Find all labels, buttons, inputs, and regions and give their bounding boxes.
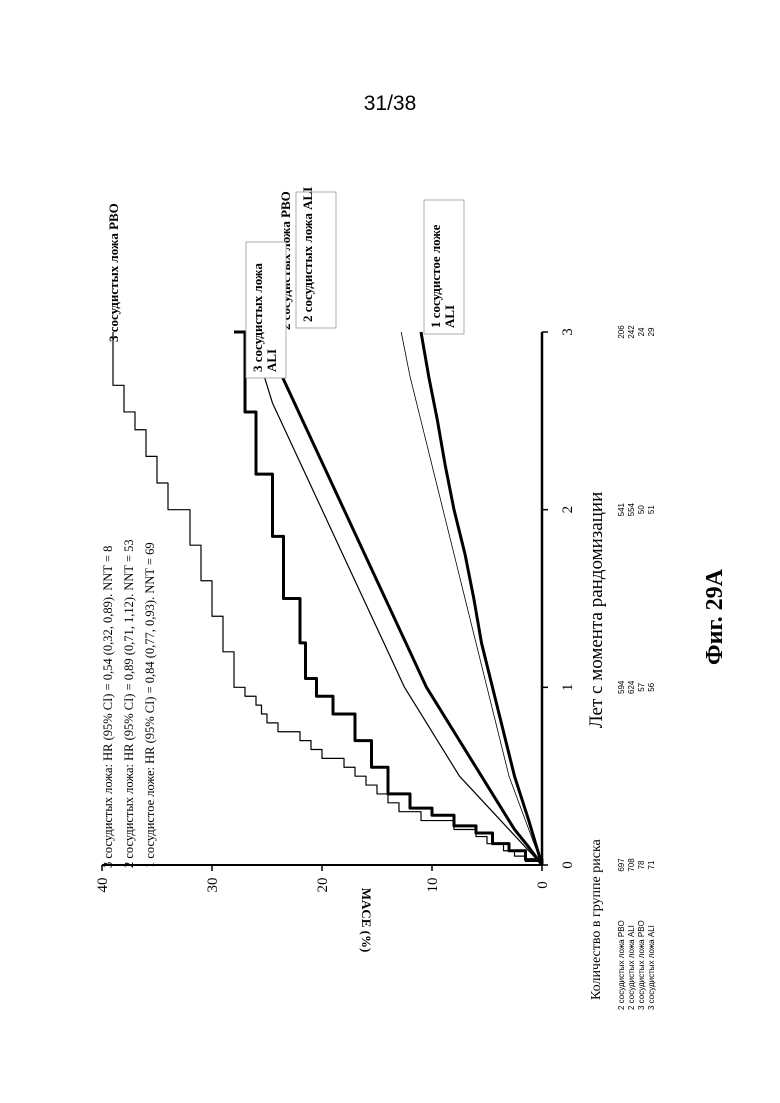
series-line-3: [267, 332, 542, 865]
risk-table-title: Количество в группе риска: [589, 838, 604, 1000]
y-tick-label: 10: [425, 878, 441, 893]
curve-label-line: ALI: [442, 305, 457, 328]
y-tick-label: 20: [315, 878, 331, 893]
chart-series: [113, 332, 542, 865]
series-line-0: [113, 332, 542, 865]
annotation-hr-2: 2 сосудистых ложа: HR (95% CI) = 0,89 (0…: [122, 539, 136, 868]
figure-caption: Фиг. 29A: [702, 568, 728, 665]
risk-row-label: 3 сосудистых ложа PBO: [637, 920, 646, 1010]
risk-cell: 50: [637, 505, 646, 514]
risk-cell: 541: [617, 502, 626, 516]
risk-cell: 554: [627, 502, 636, 516]
chart-axes: 0 10 20 30 40 0 1 2 3: [95, 328, 576, 892]
risk-cell: 242: [627, 325, 636, 339]
risk-cell: 51: [647, 505, 656, 514]
risk-cell: 57: [637, 682, 646, 691]
risk-cell: 78: [637, 860, 646, 869]
curve-label-line: 1 сосудистое ложе: [428, 224, 443, 328]
risk-cell: 206: [617, 325, 626, 339]
annotation-hr-1: 1 сосудистое ложе: HR (95% CI) = 0,84 (0…: [143, 542, 157, 868]
series-line-4: [401, 332, 542, 865]
risk-row-label: 2 сосудистых ложа PBO: [617, 920, 626, 1010]
x-tick-label: 3: [560, 328, 576, 336]
x-tick-label: 0: [560, 861, 576, 869]
curve-label: 2 сосудистых ложа ALI: [300, 187, 315, 322]
y-axis-title: MACE (%): [359, 888, 374, 953]
curve-label-line: 3 сосудистых ложа: [250, 263, 265, 372]
x-tick-label: 1: [560, 684, 576, 692]
series-line-1: [234, 332, 542, 865]
y-tick-label: 40: [95, 878, 111, 893]
curve-label: 3 сосудистых ложа PBO: [106, 203, 121, 342]
chart-curve-labels: 3 сосудистых ложа PBO2 сосудистых ложа P…: [106, 187, 464, 378]
curve-label-line: ALI: [264, 349, 279, 372]
risk-row-label: 3 сосудистых ложа ALI: [647, 925, 656, 1010]
risk-cell: 708: [627, 858, 636, 872]
risk-cell: 24: [637, 327, 646, 336]
x-tick-label: 2: [560, 506, 576, 513]
risk-cell: 697: [617, 858, 626, 872]
risk-cell: 594: [617, 680, 626, 694]
x-axis-title: Лет с момента рандомизации: [586, 492, 607, 728]
risk-cell: 29: [647, 327, 656, 336]
risk-cell: 624: [627, 680, 636, 694]
y-tick-label: 30: [205, 878, 221, 893]
series-line-5: [421, 332, 542, 865]
risk-cell: 71: [647, 860, 656, 869]
y-tick-label: 0: [535, 881, 551, 889]
risk-row-label: 2 сосудистых ложа ALI: [627, 925, 636, 1010]
risk-cell: 56: [647, 682, 656, 691]
annotation-hr-3: 3 сосудистых ложа: HR (95% CI) = 0,54 (0…: [101, 546, 115, 868]
